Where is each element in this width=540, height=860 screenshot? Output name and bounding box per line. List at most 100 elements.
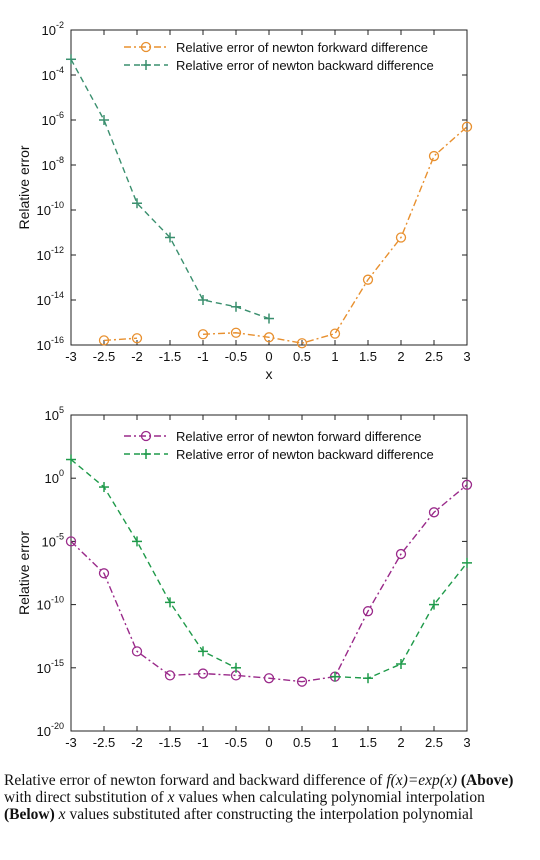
data-point <box>165 232 175 243</box>
data-point <box>132 198 142 209</box>
x-tick-label: 3 <box>463 349 470 364</box>
y-tick-label: 10-6 <box>42 110 64 128</box>
data-point <box>330 671 340 682</box>
data-point <box>198 646 208 657</box>
data-point <box>66 454 76 465</box>
data-point <box>66 54 76 65</box>
data-point <box>362 606 374 617</box>
y-tick-label: 10-8 <box>42 155 64 173</box>
y-tick-label: 10-15 <box>37 658 64 676</box>
data-point <box>296 676 308 687</box>
data-point <box>363 673 373 684</box>
caption-text-2a: with direct substitution of <box>4 789 168 806</box>
data-point <box>164 670 176 681</box>
x-tick-label: 2 <box>397 349 404 364</box>
data-point <box>197 329 209 340</box>
y-tick-label: 10-2 <box>42 20 64 38</box>
y-tick-label: 10-12 <box>37 245 64 263</box>
caption-x-var-1: x <box>167 789 175 806</box>
x-tick-label: -1 <box>197 735 209 750</box>
data-point <box>65 536 77 547</box>
legend-label: Relative error of newton backward differ… <box>176 58 434 73</box>
x-tick-label: -3 <box>65 349 77 364</box>
y-tick-label: 10-10 <box>37 200 64 218</box>
data-point <box>132 536 142 547</box>
data-point <box>461 479 473 490</box>
series-1 <box>66 454 472 684</box>
data-point <box>230 327 242 338</box>
data-point <box>395 548 407 560</box>
series-line <box>70 484 468 683</box>
data-point <box>396 658 406 669</box>
caption-text-2b: values when calculating polynomial inter… <box>174 789 485 806</box>
series-0 <box>98 121 473 349</box>
data-point <box>395 232 407 243</box>
x-tick-label: -0.5 <box>225 735 247 750</box>
x-tick-label: 0.5 <box>293 735 311 750</box>
bottom-chart: -3 -2.5 -2 -1.5 -1 -0.5 0 0.5 1 1.5 2 2.5 3 10-20 10-1… <box>0 398 540 766</box>
x-tick-label: 2.5 <box>425 735 443 750</box>
series-line <box>334 562 468 679</box>
y-tick-label: 10-10 <box>37 595 64 613</box>
caption-text-1: Relative error of newton forward and bac… <box>4 772 387 789</box>
data-point <box>231 662 241 673</box>
x-tick-label: 1 <box>331 349 338 364</box>
data-point <box>362 274 374 285</box>
data-point <box>98 568 110 579</box>
data-point <box>98 335 110 346</box>
data-point <box>263 673 275 684</box>
top-chart-svg: -3 -2.5 -2 -1.5 -1 -0.5 0 0.5 1 1.5 2 2.5 3 10-16 10-1… <box>16 20 473 382</box>
x-tick-label: 1 <box>331 735 338 750</box>
x-tick-label: -1.5 <box>159 735 181 750</box>
data-point <box>231 301 241 312</box>
x-tick-label: 2 <box>397 735 404 750</box>
data-point <box>131 333 143 344</box>
plot-frame <box>70 414 468 732</box>
legend: Relative error of newton forward differe… <box>124 429 434 462</box>
series-line <box>70 58 270 320</box>
data-point <box>428 507 440 518</box>
x-tick-label: -1 <box>197 349 209 364</box>
data-point <box>263 332 275 343</box>
series-0 <box>65 479 473 687</box>
y-tick-label: 10-5 <box>42 531 64 549</box>
data-point <box>462 557 472 568</box>
data-point <box>264 313 274 324</box>
data-point <box>461 121 473 132</box>
data-point <box>99 115 109 125</box>
legend: Relative error of newton forkward differ… <box>124 40 434 73</box>
series-line <box>70 458 237 669</box>
series-line <box>103 337 138 342</box>
x-tick-label: 0 <box>265 349 272 364</box>
x-tick-label: -3 <box>65 735 77 750</box>
x-tick-label: -0.5 <box>225 349 247 364</box>
data-point <box>131 646 143 657</box>
x-tick-label: 0 <box>265 735 272 750</box>
caption-text-3: values substituted after constructing th… <box>65 806 474 823</box>
series-1 <box>66 54 274 324</box>
top-chart: -3 -2.5 -2 -1.5 -1 -0.5 0 0.5 1 1.5 2 2.5 3 10-16 10-1… <box>0 0 540 388</box>
bottom-chart-svg: -3 -2.5 -2 -1.5 -1 -0.5 0 0.5 1 1.5 2 2.5 3 10-20 10-1… <box>16 405 473 750</box>
data-point <box>429 599 439 610</box>
data-point <box>198 295 208 305</box>
data-point <box>165 597 175 608</box>
legend-label: Relative error of newton forward differe… <box>176 429 421 444</box>
x-tick-label: 1.5 <box>359 349 377 364</box>
x-axis-label: x <box>266 366 273 382</box>
data-point <box>428 150 440 162</box>
y-tick-label: 10-20 <box>37 721 64 739</box>
data-point <box>99 482 109 493</box>
legend-marker <box>141 449 151 459</box>
legend-label: Relative error of newton backward differ… <box>176 447 434 462</box>
data-point <box>197 668 209 679</box>
y-axis-label: Relative error <box>16 531 32 615</box>
series-line <box>202 126 468 344</box>
caption-below: (Below) <box>4 806 55 823</box>
y-tick-label: 10-4 <box>42 65 64 83</box>
x-tick-label: -1.5 <box>159 349 181 364</box>
y-axis-label: Relative error <box>16 145 32 229</box>
caption-x-var-2: x <box>58 806 66 823</box>
legend-label: Relative error of newton forkward differ… <box>176 40 428 55</box>
y-tick-label: 10-14 <box>37 290 64 308</box>
caption-formula: f(x)=exp(x) <box>386 772 457 789</box>
